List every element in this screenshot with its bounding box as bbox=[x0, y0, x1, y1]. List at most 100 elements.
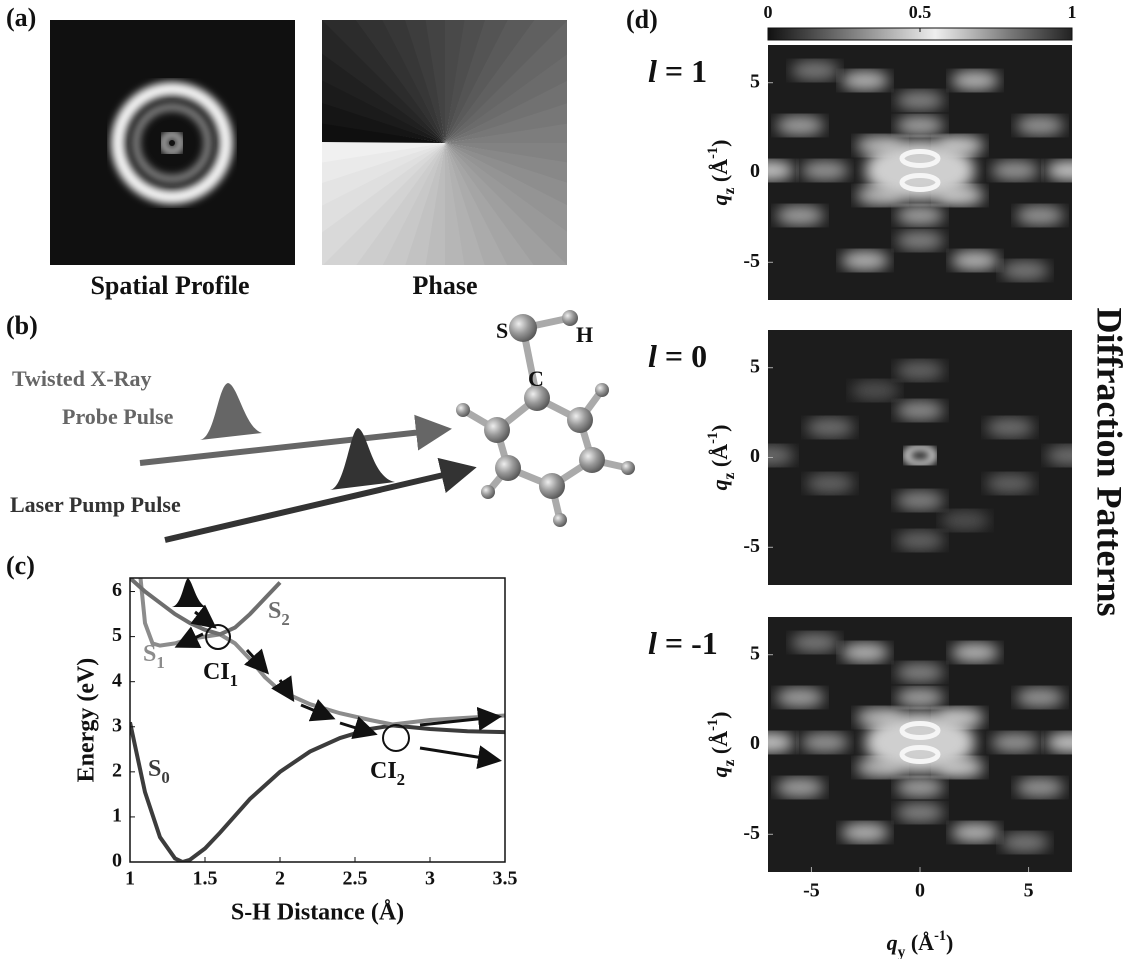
y-tick-label: 5 bbox=[750, 70, 760, 92]
y-tick-label: 0 bbox=[750, 160, 760, 182]
text-part: z bbox=[721, 759, 738, 766]
phase-image bbox=[322, 20, 567, 265]
text-part: q bbox=[707, 766, 732, 777]
curve-label: S2 bbox=[268, 598, 290, 630]
text-part: ) bbox=[946, 930, 953, 955]
text-part: (Å bbox=[707, 731, 732, 760]
colorbar-tick-label: 1 bbox=[1068, 2, 1077, 22]
diffraction-image bbox=[768, 617, 1072, 872]
y-tick-label: -5 bbox=[743, 250, 760, 272]
path-arrow bbox=[419, 745, 502, 770]
y-tick-label: 1 bbox=[112, 805, 122, 827]
wave-packet bbox=[172, 578, 206, 607]
y-tick-label: 4 bbox=[112, 669, 122, 691]
x-tick-label: 3.5 bbox=[493, 868, 518, 890]
curve-label: S0 bbox=[148, 756, 170, 788]
text-part: = 1 bbox=[657, 53, 707, 89]
conical-intersection bbox=[205, 624, 231, 650]
text-part: S bbox=[268, 598, 281, 624]
colorbar-tick-label: 0.5 bbox=[909, 2, 932, 22]
pulse-arrows bbox=[139, 383, 477, 543]
path-arrow bbox=[419, 706, 502, 731]
text-part: 1 bbox=[156, 653, 164, 672]
x-axis-label: qy (Å-1) bbox=[887, 928, 954, 959]
text-part: = -1 bbox=[657, 625, 718, 661]
panel-title: l = 1 bbox=[648, 53, 707, 89]
y-axis-label: qz (Å-1) bbox=[705, 425, 738, 491]
x-tick-label: -5 bbox=[803, 880, 820, 902]
path-arrow bbox=[190, 604, 217, 629]
atom-label: C bbox=[528, 366, 544, 391]
atom-label: S bbox=[496, 318, 508, 343]
line-series bbox=[130, 578, 282, 637]
probe-label: Probe Pulse bbox=[62, 404, 174, 429]
plot-frame bbox=[129, 577, 506, 863]
diffraction-image bbox=[768, 45, 1072, 300]
text-part: l bbox=[648, 625, 657, 661]
text-part: CI bbox=[370, 758, 397, 784]
colorbar-tick-label: 0 bbox=[764, 2, 773, 22]
y-tick-label: 5 bbox=[750, 642, 760, 664]
y-tick-label: 5 bbox=[112, 624, 122, 646]
text-part: -1 bbox=[705, 719, 721, 731]
y-tick-label: 0 bbox=[112, 850, 122, 872]
text-part: q bbox=[707, 194, 732, 205]
path-arrow bbox=[271, 675, 295, 703]
text-part: q bbox=[887, 930, 898, 955]
line-series bbox=[130, 721, 505, 862]
text-part: -1 bbox=[705, 432, 721, 444]
y-axis-label: qz (Å-1) bbox=[705, 712, 738, 778]
y-tick-label: 0 bbox=[750, 445, 760, 467]
text-part: q bbox=[707, 479, 732, 490]
panel-title: l = -1 bbox=[648, 625, 718, 661]
caption: Phase bbox=[413, 271, 478, 300]
text-part: l bbox=[648, 53, 657, 89]
text-part: z bbox=[721, 187, 738, 194]
atom-label: H bbox=[576, 322, 593, 347]
spatial-profile-image bbox=[50, 20, 295, 265]
panel-label: (c) bbox=[6, 551, 35, 580]
text-part: (Å bbox=[707, 159, 732, 188]
text-part: S bbox=[143, 641, 156, 667]
curve-label: S1 bbox=[143, 641, 165, 673]
y-tick-label: 6 bbox=[112, 579, 122, 601]
path-arrow bbox=[244, 648, 270, 675]
panel-label: (b) bbox=[6, 311, 38, 340]
x-tick-label: 2 bbox=[275, 868, 285, 890]
x-tick-label: 1.5 bbox=[193, 868, 218, 890]
panel-label: (d) bbox=[626, 5, 658, 34]
side-title: Diffraction Patterns bbox=[1090, 308, 1126, 617]
y-axis-label: Energy (eV) bbox=[74, 658, 100, 783]
text-part: -1 bbox=[934, 928, 946, 944]
text-part: 1 bbox=[230, 671, 238, 690]
text-part: ) bbox=[707, 712, 732, 719]
x-tick-label: 5 bbox=[1024, 880, 1034, 902]
x-tick-label: 0 bbox=[915, 880, 925, 902]
path-arrow bbox=[339, 716, 378, 740]
x-tick-label: 1 bbox=[125, 868, 135, 890]
probe-label: Twisted X-Ray bbox=[12, 366, 152, 391]
text-part: z bbox=[721, 472, 738, 479]
path-arrow bbox=[300, 699, 336, 722]
conical-intersection bbox=[382, 724, 410, 752]
pump-label: Laser Pump Pulse bbox=[10, 492, 181, 517]
text-part: (Å bbox=[707, 444, 732, 473]
diffraction-image bbox=[768, 330, 1072, 585]
text-part: 2 bbox=[281, 610, 289, 629]
text-part: S bbox=[148, 756, 161, 782]
y-axis-label: qz (Å-1) bbox=[705, 140, 738, 206]
text-part: 0 bbox=[161, 768, 169, 787]
x-tick-label: 2.5 bbox=[343, 868, 368, 890]
y-tick-label: 3 bbox=[112, 714, 122, 736]
annotation: CI1 bbox=[203, 659, 238, 691]
text-part: y bbox=[898, 944, 906, 959]
text-part: (Å bbox=[905, 930, 934, 955]
y-tick-label: 2 bbox=[112, 759, 122, 781]
text-part: 2 bbox=[397, 770, 405, 789]
text-part: -1 bbox=[705, 147, 721, 159]
panel-label: (a) bbox=[6, 3, 36, 32]
molecule bbox=[456, 310, 635, 527]
text-part: = 0 bbox=[657, 338, 707, 374]
annotation: CI2 bbox=[370, 758, 405, 790]
